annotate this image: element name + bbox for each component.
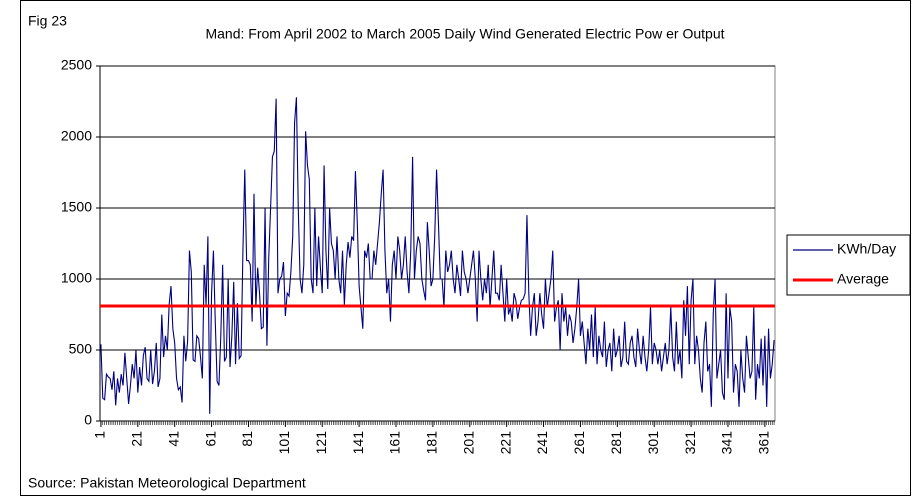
x-tick-label: 361 xyxy=(756,431,772,455)
chart-title: Mand: From April 2002 to March 2005 Dail… xyxy=(205,26,724,42)
x-tick-label: 301 xyxy=(645,431,661,455)
x-tick-label: 261 xyxy=(571,431,587,455)
x-tick-label: 321 xyxy=(682,431,698,455)
y-tick-label: 2500 xyxy=(61,57,92,73)
y-tick-label: 0 xyxy=(84,412,92,428)
x-tick-label: 1 xyxy=(92,431,108,439)
x-tick-label: 21 xyxy=(129,431,145,447)
y-tick-label: 2000 xyxy=(61,128,92,144)
data-line xyxy=(100,97,775,414)
figure-label: Fig 23 xyxy=(28,13,67,29)
x-tick-label: 201 xyxy=(460,431,476,455)
legend-label: Average xyxy=(837,271,889,287)
x-tick-label: 341 xyxy=(719,431,735,455)
x-tick-label: 81 xyxy=(239,431,255,447)
y-tick-label: 1500 xyxy=(61,199,92,215)
x-tick-label: 241 xyxy=(534,431,550,455)
x-tick-label: 41 xyxy=(165,431,181,447)
legend-label: KWh/Day xyxy=(837,241,896,257)
x-tick-label: 181 xyxy=(424,431,440,455)
x-tick-label: 281 xyxy=(608,431,624,455)
x-tick-label: 221 xyxy=(497,431,513,455)
x-tick-label: 141 xyxy=(350,431,366,455)
x-tick-label: 61 xyxy=(202,431,218,447)
legend-box xyxy=(786,234,911,296)
x-tick-label: 161 xyxy=(387,431,403,455)
y-tick-label: 1000 xyxy=(61,270,92,286)
y-tick-label: 500 xyxy=(69,341,93,357)
x-tick-label: 101 xyxy=(276,431,292,455)
source-note: Source: Pakistan Meteorological Departme… xyxy=(28,475,306,491)
x-tick-label: 121 xyxy=(313,431,329,455)
